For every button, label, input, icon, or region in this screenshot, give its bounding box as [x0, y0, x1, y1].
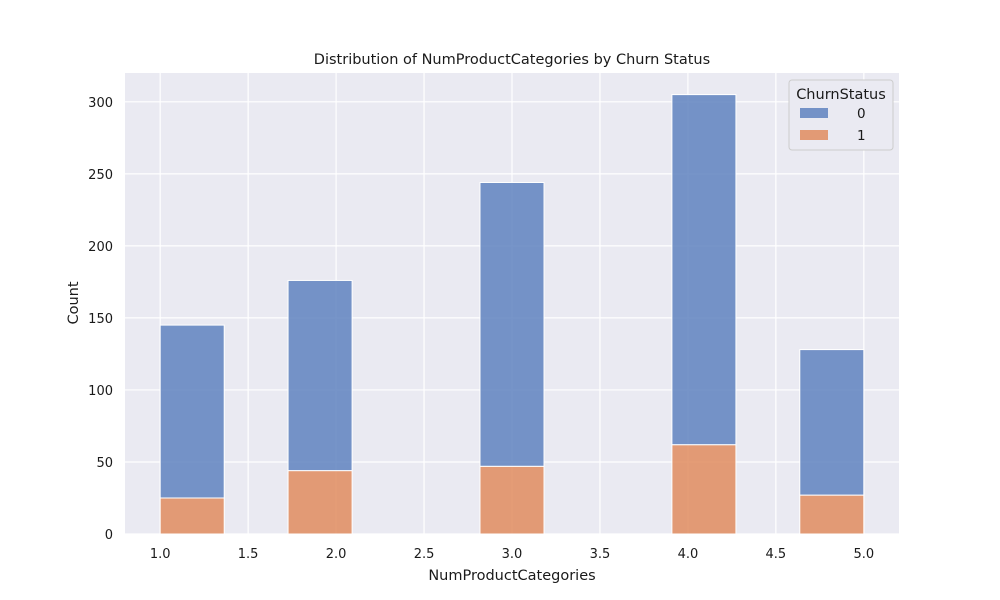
y-tick-label: 100	[88, 384, 113, 399]
bar-series-1-bin-3	[671, 444, 737, 535]
legend-label-0: 0	[857, 106, 866, 122]
x-axis-label: NumProductCategories	[428, 568, 595, 584]
legend-title: ChurnStatus	[796, 87, 886, 103]
y-tick-label: 300	[88, 96, 113, 111]
chart-title: Distribution of NumProductCategories by …	[314, 52, 710, 68]
y-tick-label: 200	[88, 240, 113, 255]
legend-label-1: 1	[857, 128, 866, 144]
bar-series-0-bin-3	[671, 94, 737, 446]
bar-series-1-bin-1	[287, 470, 353, 535]
y-tick-label: 150	[88, 312, 113, 327]
x-tick-label: 3.0	[502, 547, 523, 562]
x-tick-label: 3.5	[590, 547, 611, 562]
y-tick-label: 50	[96, 456, 113, 471]
y-tick-labels: 0 50 100 150 200 250 300	[88, 96, 113, 543]
x-tick-label: 4.0	[678, 547, 699, 562]
x-tick-label: 5.0	[853, 547, 874, 562]
y-tick-label: 0	[105, 528, 113, 543]
x-tick-labels: 1.0 1.5 2.0 2.5 3.0 3.5 4.0 4.5 5.0	[150, 547, 874, 562]
bar-series-0-bin-1	[287, 279, 353, 472]
bar-series-0-bin-4	[799, 349, 865, 496]
legend: ChurnStatus 0 1	[788, 79, 894, 151]
y-axis-label: Count	[66, 281, 82, 324]
bar-series-0-bin-2	[479, 181, 545, 467]
x-tick-label: 1.0	[150, 547, 171, 562]
bars	[159, 94, 865, 535]
x-tick-label: 4.5	[766, 547, 787, 562]
x-tick-label: 1.5	[238, 547, 259, 562]
bar-series-0-bin-0	[159, 324, 225, 499]
bar-series-1-bin-2	[479, 465, 545, 535]
bar-series-1-bin-0	[159, 497, 225, 535]
x-tick-label: 2.0	[326, 547, 347, 562]
bar-series-1-bin-4	[799, 494, 865, 535]
y-tick-label: 250	[88, 168, 113, 183]
x-tick-label: 2.5	[414, 547, 435, 562]
legend-swatch-0	[800, 108, 828, 118]
legend-swatch-1	[800, 130, 828, 140]
